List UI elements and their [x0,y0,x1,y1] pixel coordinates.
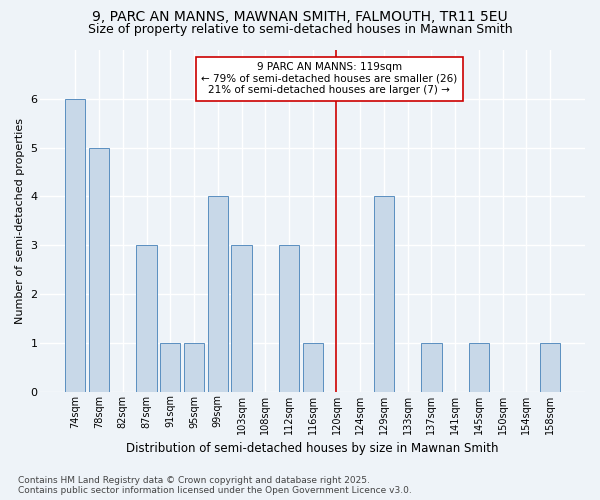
Bar [279,245,299,392]
Bar [160,343,181,392]
Bar [184,343,204,392]
Bar [65,99,85,392]
Bar [232,245,251,392]
Bar [89,148,109,392]
Bar [208,196,228,392]
Bar [540,343,560,392]
Bar [302,343,323,392]
Text: Contains HM Land Registry data © Crown copyright and database right 2025.
Contai: Contains HM Land Registry data © Crown c… [18,476,412,495]
Y-axis label: Number of semi-detached properties: Number of semi-detached properties [15,118,25,324]
Bar [469,343,489,392]
X-axis label: Distribution of semi-detached houses by size in Mawnan Smith: Distribution of semi-detached houses by … [127,442,499,455]
Bar [136,245,157,392]
Text: Size of property relative to semi-detached houses in Mawnan Smith: Size of property relative to semi-detach… [88,22,512,36]
Bar [374,196,394,392]
Text: 9, PARC AN MANNS, MAWNAN SMITH, FALMOUTH, TR11 5EU: 9, PARC AN MANNS, MAWNAN SMITH, FALMOUTH… [92,10,508,24]
Text: 9 PARC AN MANNS: 119sqm
← 79% of semi-detached houses are smaller (26)
21% of se: 9 PARC AN MANNS: 119sqm ← 79% of semi-de… [201,62,457,96]
Bar [421,343,442,392]
